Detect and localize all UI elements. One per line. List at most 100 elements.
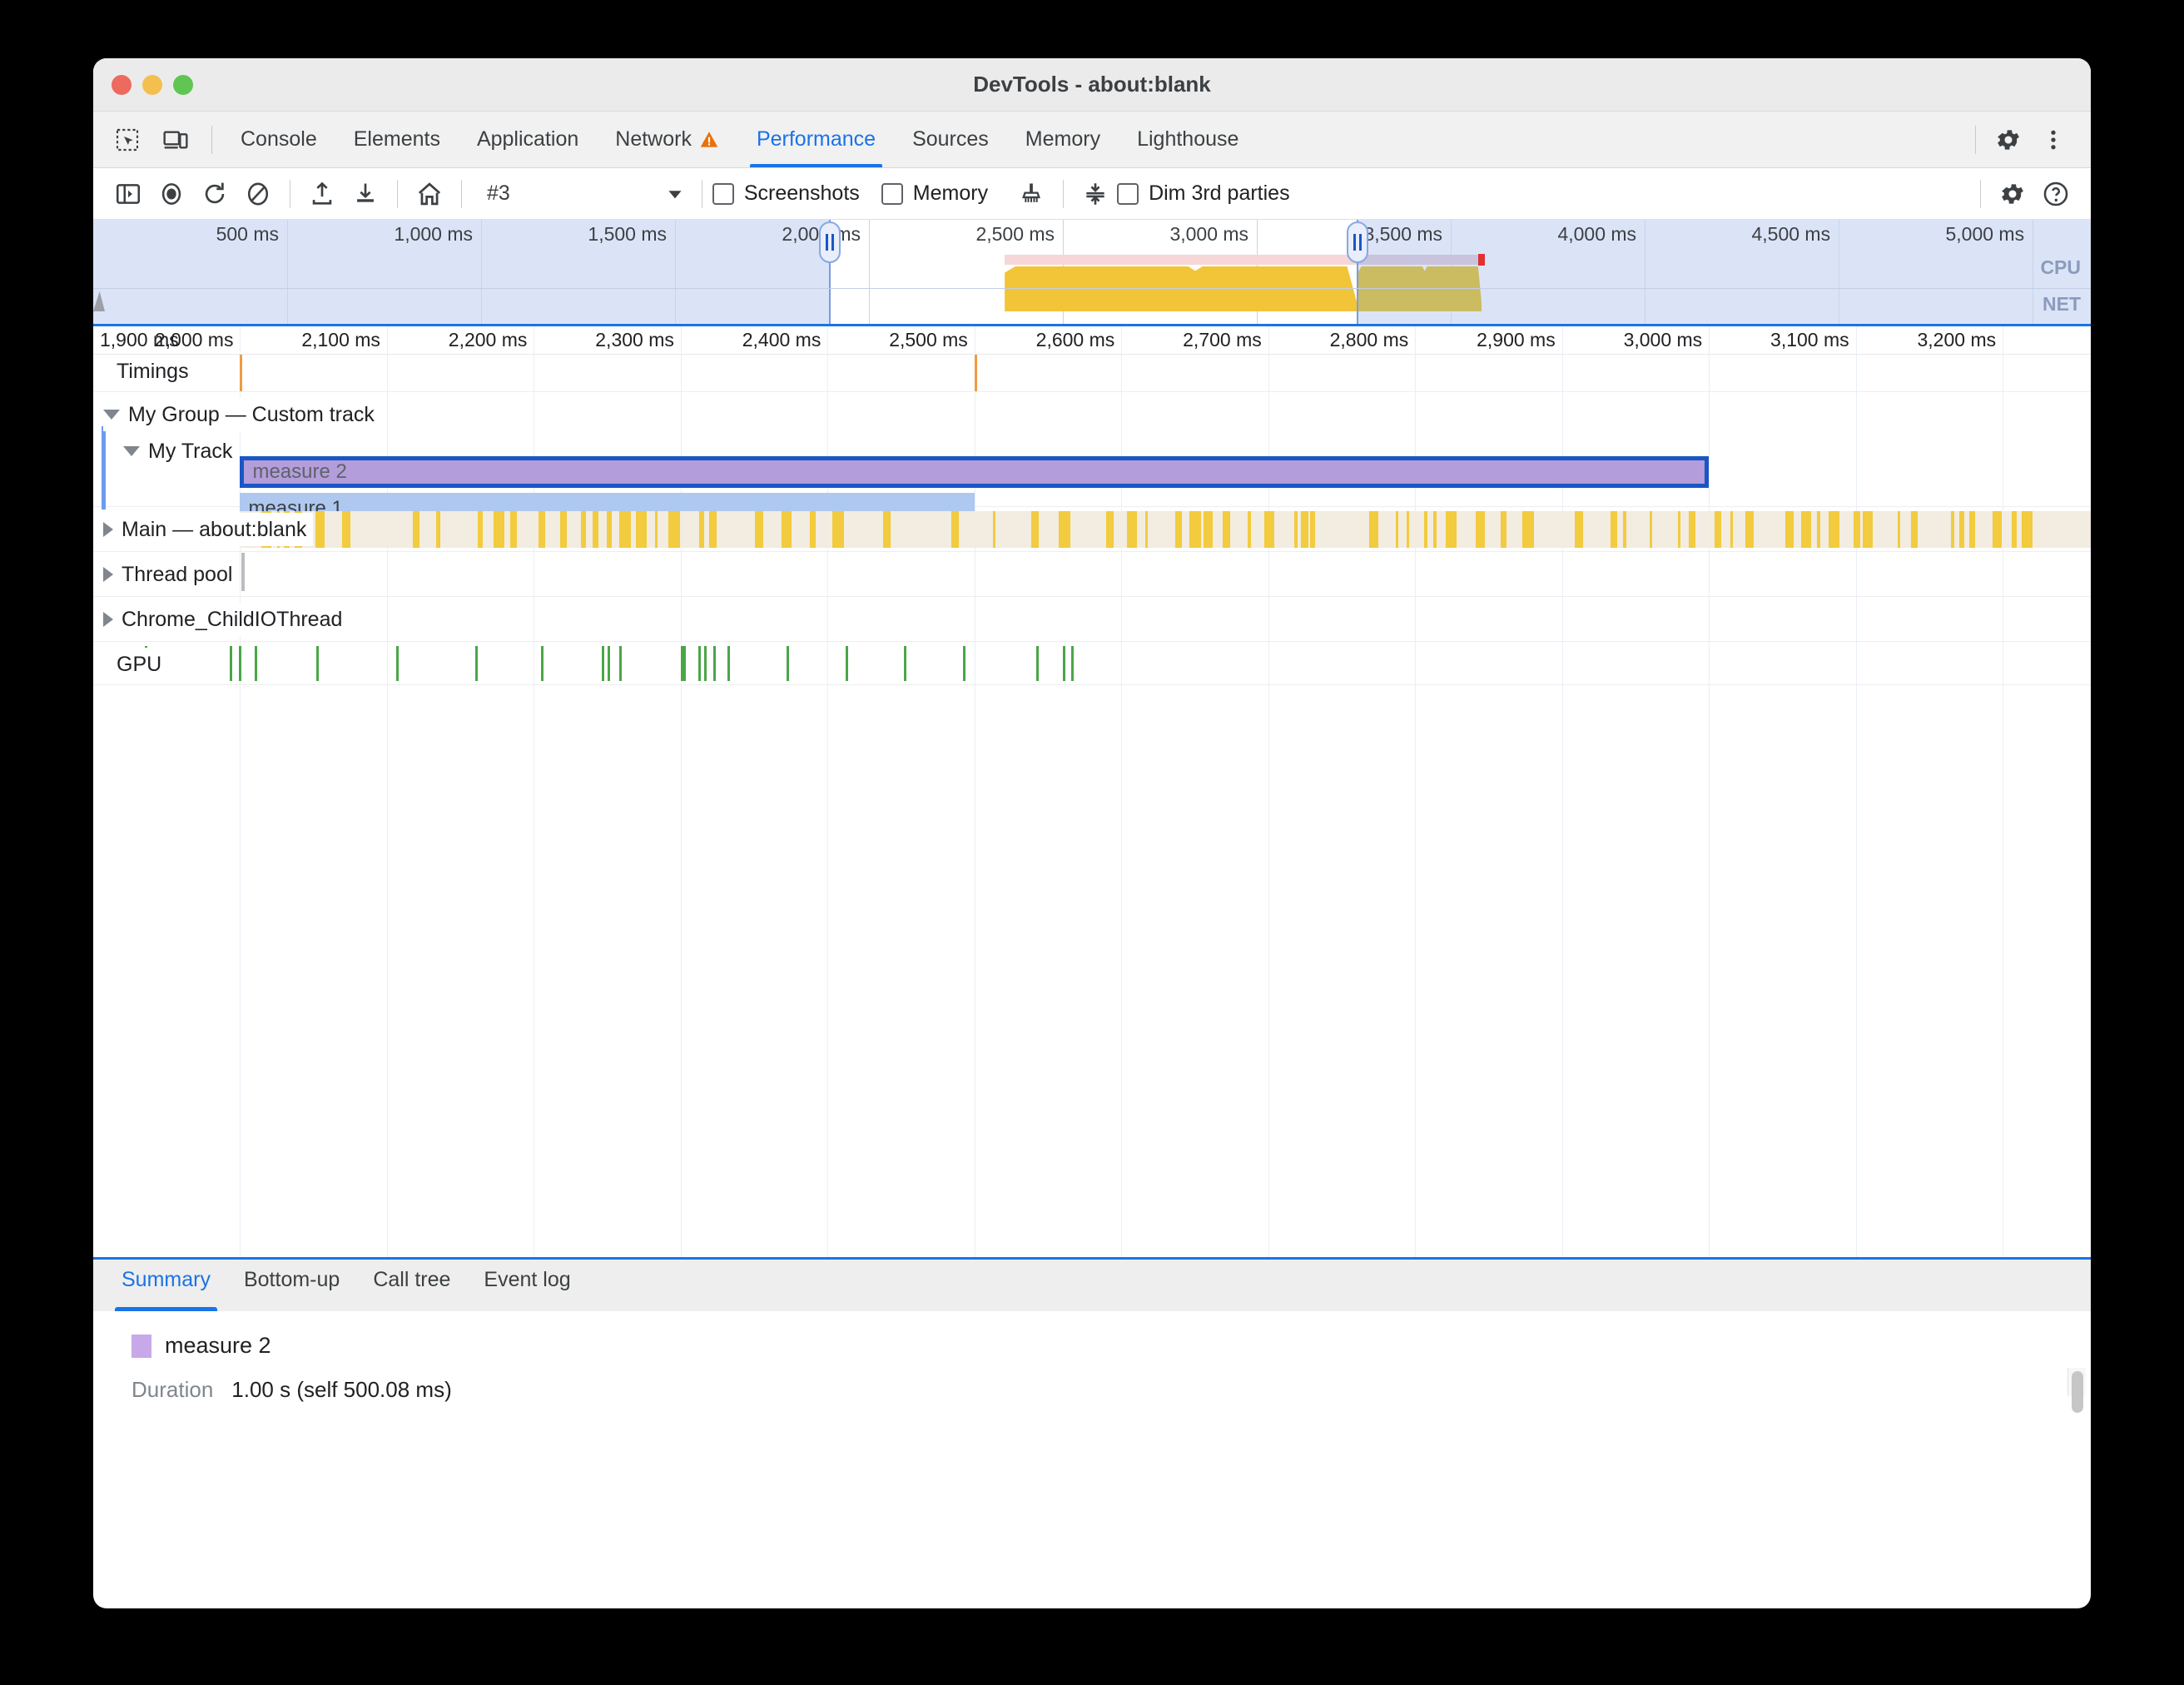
main-thread-task[interactable]: [1993, 511, 2003, 548]
drawer-tab-summary[interactable]: Summary: [105, 1260, 227, 1311]
overview-selection-edge[interactable]: [829, 220, 831, 326]
chevron-down-icon[interactable]: [658, 177, 692, 211]
tab-performance[interactable]: Performance: [738, 112, 894, 167]
main-thread-task[interactable]: [1854, 511, 1861, 548]
main-thread-task[interactable]: [1223, 511, 1231, 548]
track-group-my-group[interactable]: My Group — Custom track: [103, 398, 381, 431]
timing-marker[interactable]: [974, 355, 977, 391]
memory-checkbox[interactable]: Memory: [881, 181, 988, 206]
main-thread-task[interactable]: [782, 511, 792, 548]
main-thread-task[interactable]: [1433, 511, 1437, 548]
gpu-task[interactable]: [704, 646, 707, 681]
main-thread-task[interactable]: [1911, 511, 1918, 548]
main-thread-task[interactable]: [2012, 511, 2018, 548]
main-thread-task[interactable]: [883, 511, 891, 548]
main-thread-task[interactable]: [1294, 511, 1298, 548]
main-thread-task[interactable]: [951, 511, 960, 548]
main-thread-task[interactable]: [1689, 511, 1696, 548]
maximize-window-button[interactable]: [173, 74, 193, 95]
expand-collapse-icon[interactable]: [1074, 172, 1117, 216]
main-thread-task[interactable]: [1829, 511, 1840, 548]
gpu-task[interactable]: [1071, 646, 1075, 681]
main-thread-task[interactable]: [1106, 511, 1114, 548]
main-thread-task[interactable]: [1863, 511, 1874, 548]
recording-selector-label[interactable]: #3: [487, 181, 510, 205]
gpu-task[interactable]: [786, 646, 789, 681]
main-thread-task[interactable]: [1145, 511, 1149, 548]
main-thread-task[interactable]: [655, 511, 658, 548]
timeline-ruler[interactable]: 1,900 ms 2,000 ms 2,100 ms 2,200 ms 2,300 ms…: [93, 326, 2091, 355]
main-thread-task[interactable]: [1476, 511, 1486, 548]
track-timings[interactable]: Timings: [117, 355, 196, 388]
inspect-element-icon[interactable]: [105, 117, 150, 162]
gear-icon[interactable]: [1991, 172, 2034, 216]
gpu-task[interactable]: [541, 646, 544, 681]
gpu-task[interactable]: [683, 646, 687, 681]
toggle-sidebar-icon[interactable]: [107, 172, 150, 216]
dim-3rd-parties-checkbox[interactable]: Dim 3rd parties: [1117, 181, 1290, 206]
main-thread-task[interactable]: [1611, 511, 1618, 548]
gpu-task[interactable]: [727, 646, 731, 681]
flame-chart[interactable]: 1,900 ms 2,000 ms 2,100 ms 2,200 ms 2,300 ms…: [93, 326, 2091, 1257]
main-thread-task[interactable]: [1189, 511, 1202, 548]
main-thread-task[interactable]: [1248, 511, 1252, 548]
gpu-task[interactable]: [698, 646, 702, 681]
main-thread-task[interactable]: [1623, 511, 1627, 548]
chevron-down-icon[interactable]: [123, 446, 140, 456]
close-window-button[interactable]: [112, 74, 132, 95]
main-thread-task[interactable]: [1059, 511, 1071, 548]
main-thread-task[interactable]: [1785, 511, 1794, 548]
main-thread-task[interactable]: [1575, 511, 1584, 548]
tab-network[interactable]: Network: [597, 112, 738, 167]
track-chrome-childiothread[interactable]: Chrome_ChildIOThread: [103, 603, 350, 636]
main-thread-task[interactable]: [1369, 511, 1379, 548]
tab-memory[interactable]: Memory: [1007, 112, 1119, 167]
gpu-task[interactable]: [395, 646, 399, 681]
gpu-task[interactable]: [680, 646, 683, 681]
main-thread-task[interactable]: [1730, 511, 1734, 548]
chevron-right-icon[interactable]: [103, 522, 113, 537]
main-thread-task[interactable]: [1264, 511, 1275, 548]
main-thread-task[interactable]: [832, 511, 845, 548]
track-thread-pool[interactable]: Thread pool: [103, 558, 240, 591]
main-thread-task[interactable]: [478, 511, 484, 548]
gpu-task[interactable]: [962, 646, 965, 681]
gpu-task[interactable]: [230, 646, 233, 681]
main-thread-task[interactable]: [1817, 511, 1821, 548]
main-thread-task[interactable]: [1301, 511, 1309, 548]
main-thread-task[interactable]: [810, 511, 817, 548]
gpu-task[interactable]: [238, 646, 241, 681]
minimize-window-button[interactable]: [142, 74, 162, 95]
drawer-scrollbar[interactable]: [2067, 1368, 2086, 1413]
main-thread-task[interactable]: [1951, 511, 1955, 548]
screenshots-checkbox[interactable]: Screenshots: [712, 181, 860, 206]
main-thread-task[interactable]: [709, 511, 717, 548]
main-thread-task[interactable]: [607, 511, 613, 548]
main-thread-task[interactable]: [1501, 511, 1507, 548]
record-icon[interactable]: [150, 172, 193, 216]
main-thread-task[interactable]: [1424, 511, 1428, 548]
tab-application[interactable]: Application: [459, 112, 597, 167]
track-main[interactable]: Main — about:blank: [103, 513, 314, 546]
tab-console[interactable]: Console: [222, 112, 335, 167]
checkbox-box[interactable]: [1117, 182, 1139, 205]
main-thread-task[interactable]: [1031, 511, 1040, 548]
main-thread-task[interactable]: [755, 511, 764, 548]
download-profile-icon[interactable]: [344, 172, 387, 216]
window-controls[interactable]: [93, 74, 193, 95]
checkbox-box[interactable]: [881, 182, 903, 205]
home-icon[interactable]: [408, 172, 451, 216]
main-thread-task[interactable]: [2022, 511, 2033, 548]
tab-lighthouse[interactable]: Lighthouse: [1119, 112, 1257, 167]
checkbox-box[interactable]: [712, 182, 734, 205]
main-thread-task[interactable]: [1678, 511, 1681, 548]
main-thread-task[interactable]: [1801, 511, 1812, 548]
tab-elements[interactable]: Elements: [335, 112, 459, 167]
main-thread-task[interactable]: [1204, 511, 1214, 548]
main-thread-task[interactable]: [1446, 511, 1457, 548]
gpu-task[interactable]: [255, 646, 258, 681]
upload-profile-icon[interactable]: [300, 172, 344, 216]
main-thread-task[interactable]: [1127, 511, 1138, 548]
main-thread-task[interactable]: [413, 511, 420, 548]
main-thread-task[interactable]: [539, 511, 546, 548]
